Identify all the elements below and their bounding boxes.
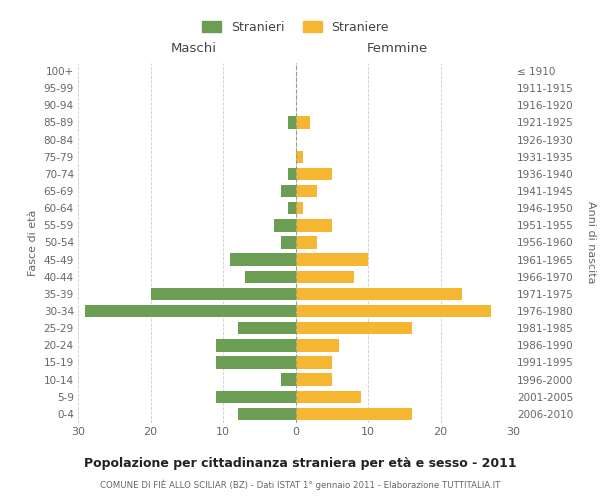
Bar (296, 374, 332, 386)
Bar (216, 339, 296, 351)
Bar (296, 408, 412, 420)
Bar (274, 219, 296, 232)
Bar (296, 116, 310, 128)
Legend: Stranieri, Straniere: Stranieri, Straniere (199, 18, 392, 36)
Bar (296, 254, 368, 266)
Bar (288, 168, 296, 180)
Bar (151, 288, 296, 300)
Y-axis label: Fasce di età: Fasce di età (28, 210, 38, 276)
Bar (296, 270, 353, 283)
Bar (288, 202, 296, 214)
Bar (245, 270, 296, 283)
Bar (296, 356, 332, 368)
Bar (281, 236, 296, 248)
Text: COMUNE DI FIÈ ALLO SCILIAR (BZ) - Dati ISTAT 1° gennaio 2011 - Elaborazione TUTT: COMUNE DI FIÈ ALLO SCILIAR (BZ) - Dati I… (100, 480, 500, 490)
Y-axis label: Anni di nascita: Anni di nascita (586, 201, 596, 284)
Bar (238, 322, 296, 334)
Bar (296, 185, 317, 197)
Bar (216, 390, 296, 403)
Bar (296, 339, 339, 351)
Bar (216, 356, 296, 368)
Bar (230, 254, 296, 266)
Bar (85, 305, 296, 317)
Bar (296, 150, 303, 163)
Bar (296, 202, 303, 214)
Bar (296, 390, 361, 403)
Bar (296, 219, 332, 232)
Bar (281, 185, 296, 197)
Text: Popolazione per cittadinanza straniera per età e sesso - 2011: Popolazione per cittadinanza straniera p… (83, 458, 517, 470)
Text: Femmine: Femmine (367, 42, 428, 56)
Bar (296, 288, 462, 300)
Bar (238, 408, 296, 420)
Bar (288, 116, 296, 128)
Bar (296, 305, 491, 317)
Bar (296, 236, 317, 248)
Bar (296, 322, 412, 334)
Bar (296, 168, 332, 180)
Bar (281, 374, 296, 386)
Text: Maschi: Maschi (170, 42, 216, 56)
